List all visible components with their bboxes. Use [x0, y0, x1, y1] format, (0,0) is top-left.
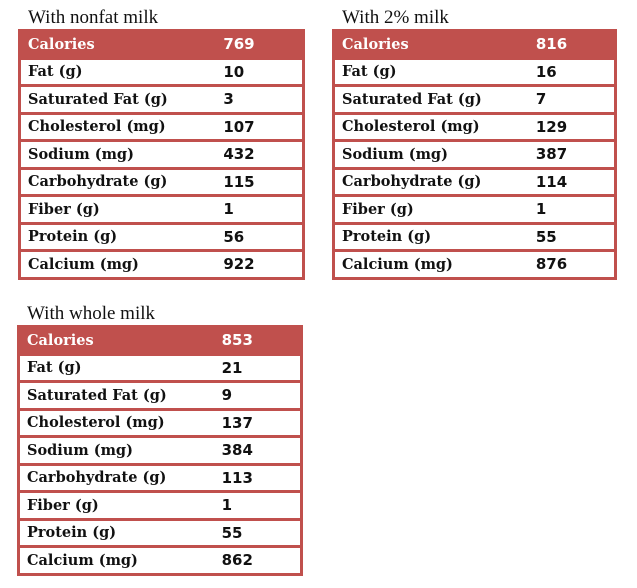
header-value: 769 [223, 32, 302, 57]
nutrient-value: 387 [535, 142, 614, 167]
table-row: Fat (g) 21 [20, 355, 300, 380]
table-row: Protein (g) 55 [335, 224, 614, 249]
table-row: Cholesterol (mg) 107 [21, 114, 302, 139]
nutrition-table: Calories 853 Fat (g) 21 Saturated Fat (g) 9 Ch… [17, 325, 303, 576]
nutrient-label: Calcium (mg) [20, 548, 222, 573]
table-row: Sodium (mg) 387 [335, 142, 614, 167]
table-row: Carbohydrate (g) 114 [335, 169, 614, 194]
nutrient-value: 922 [223, 252, 302, 277]
nutrient-label: Carbohydrate (g) [21, 169, 224, 194]
nutrient-label: Calcium (mg) [335, 252, 536, 277]
nutrient-value: 876 [535, 252, 614, 277]
nutrition-table-nonfat: With nonfat milk Calories 769 Fat (g) 10 Satu… [18, 7, 305, 280]
nutrition-table: Calories 816 Fat (g) 16 Saturated Fat (g) 7 Ch… [332, 29, 617, 280]
nutrient-value: 115 [223, 169, 302, 194]
nutrient-label: Fat (g) [335, 59, 536, 84]
nutrient-value: 384 [221, 438, 300, 463]
nutrient-label: Saturated Fat (g) [21, 87, 224, 112]
table-row: Saturated Fat (g) 9 [20, 383, 300, 408]
nutrient-value: 56 [223, 224, 302, 249]
nutrient-label: Saturated Fat (g) [335, 87, 536, 112]
nutrient-label: Fiber (g) [21, 197, 224, 222]
table-row: Fat (g) 16 [335, 59, 614, 84]
nutrient-label: Fiber (g) [335, 197, 536, 222]
nutrient-value: 107 [223, 114, 302, 139]
nutrient-value: 113 [221, 465, 300, 490]
nutrient-label: Sodium (mg) [21, 142, 224, 167]
table-row: Calcium (mg) 876 [335, 252, 614, 277]
table-row: Fiber (g) 1 [335, 197, 614, 222]
nutrient-value: 129 [535, 114, 614, 139]
nutrient-label: Protein (g) [21, 224, 224, 249]
header-label: Calories [335, 32, 536, 57]
nutrient-value: 1 [221, 493, 300, 518]
table-row: Saturated Fat (g) 3 [21, 87, 302, 112]
table-row: Fiber (g) 1 [20, 493, 300, 518]
nutrient-value: 1 [535, 197, 614, 222]
nutrient-value: 10 [223, 59, 302, 84]
nutrient-label: Fiber (g) [20, 493, 222, 518]
nutrient-label: Carbohydrate (g) [20, 465, 222, 490]
nutrient-label: Protein (g) [335, 224, 536, 249]
nutrient-label: Saturated Fat (g) [20, 383, 222, 408]
nutrition-table-2pct: With 2% milk Calories 816 Fat (g) 16 Saturate… [332, 7, 617, 280]
nutrient-value: 3 [223, 87, 302, 112]
header-label: Calories [21, 32, 224, 57]
table-row: Saturated Fat (g) 7 [335, 87, 614, 112]
nutrient-value: 21 [221, 355, 300, 380]
table-row: Calcium (mg) 862 [20, 548, 300, 573]
nutrient-label: Protein (g) [20, 520, 222, 545]
nutrient-label: Calcium (mg) [21, 252, 224, 277]
table-row: Fat (g) 10 [21, 59, 302, 84]
table-row: Cholesterol (mg) 129 [335, 114, 614, 139]
nutrient-label: Cholesterol (mg) [335, 114, 536, 139]
table-row: Cholesterol (mg) 137 [20, 410, 300, 435]
nutrient-value: 55 [535, 224, 614, 249]
nutrient-label: Sodium (mg) [335, 142, 536, 167]
table-row: Sodium (mg) 384 [20, 438, 300, 463]
table-row: Carbohydrate (g) 115 [21, 169, 302, 194]
table-header-row: Calories 853 [20, 328, 300, 353]
table-row: Protein (g) 55 [20, 520, 300, 545]
header-value: 816 [535, 32, 614, 57]
nutrition-table: Calories 769 Fat (g) 10 Saturated Fat (g) 3 Ch… [18, 29, 305, 280]
table-row: Carbohydrate (g) 113 [20, 465, 300, 490]
table-row: Sodium (mg) 432 [21, 142, 302, 167]
table-row: Fiber (g) 1 [21, 197, 302, 222]
table-title: With 2% milk [342, 7, 449, 28]
nutrition-table-whole: With whole milk Calories 853 Fat (g) 21 Satur… [17, 303, 303, 576]
nutrient-label: Sodium (mg) [20, 438, 222, 463]
nutrient-value: 55 [221, 520, 300, 545]
nutrient-value: 862 [221, 548, 300, 573]
header-value: 853 [221, 328, 300, 353]
nutrient-value: 432 [223, 142, 302, 167]
nutrient-value: 16 [535, 59, 614, 84]
nutrient-value: 7 [535, 87, 614, 112]
table-header-row: Calories 769 [21, 32, 302, 57]
nutrient-label: Fat (g) [20, 355, 222, 380]
nutrient-value: 114 [535, 169, 614, 194]
nutrient-value: 1 [223, 197, 302, 222]
nutrient-label: Cholesterol (mg) [20, 410, 222, 435]
nutrient-label: Cholesterol (mg) [21, 114, 224, 139]
table-header-row: Calories 816 [335, 32, 614, 57]
table-row: Protein (g) 56 [21, 224, 302, 249]
table-title: With nonfat milk [28, 7, 159, 28]
table-row: Calcium (mg) 922 [21, 252, 302, 277]
header-label: Calories [20, 328, 222, 353]
nutrient-value: 9 [221, 383, 300, 408]
nutrient-label: Fat (g) [21, 59, 224, 84]
table-title: With whole milk [27, 303, 155, 324]
nutrient-label: Carbohydrate (g) [335, 169, 536, 194]
nutrient-value: 137 [221, 410, 300, 435]
